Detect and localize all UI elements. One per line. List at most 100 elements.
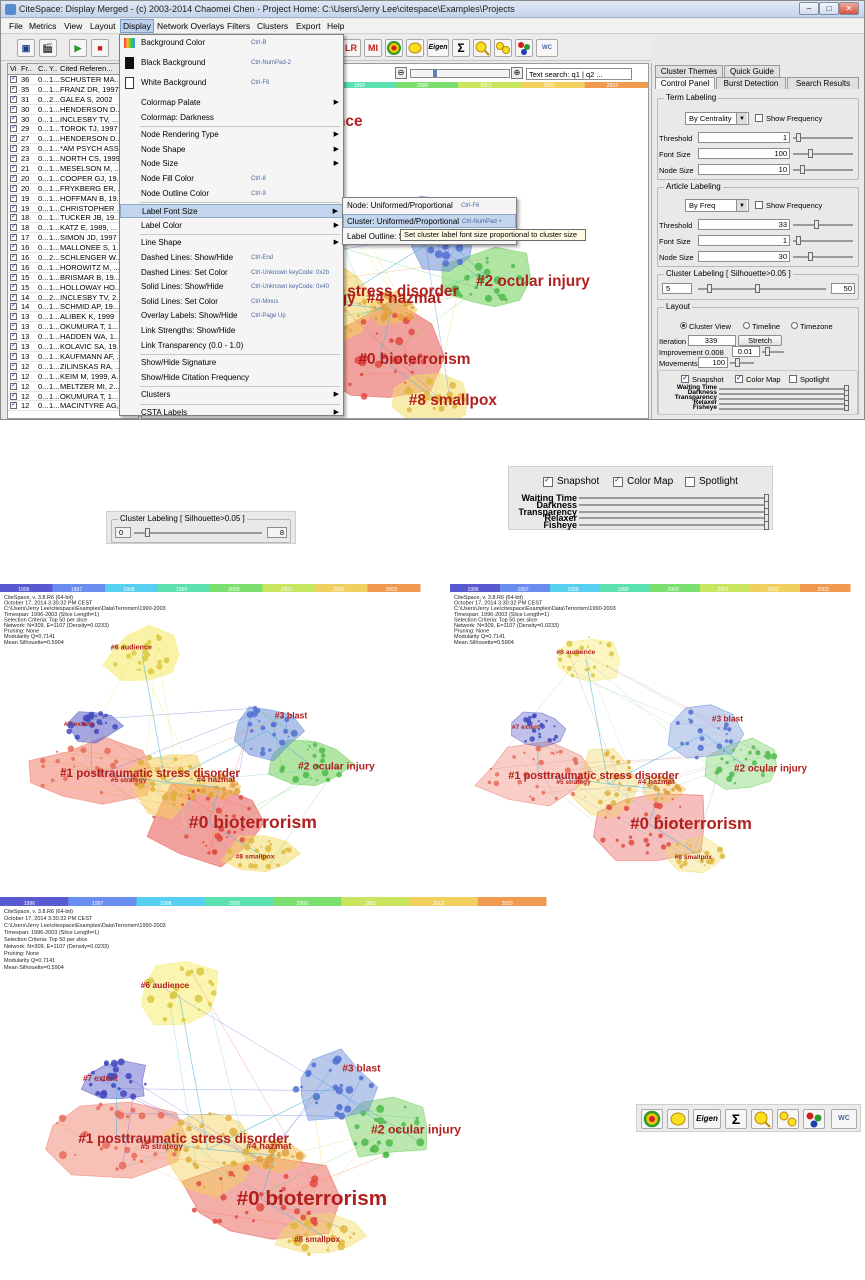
- table-row[interactable]: 15 0...1...HOLLOWAY HO...: [8, 282, 138, 293]
- display-menu-item[interactable]: Colormap Palate ▶: [120, 96, 343, 110]
- improvement-field[interactable]: 0.01: [732, 346, 760, 357]
- table-row[interactable]: 13 0...1...KOLAVIC SA, 19...: [8, 341, 138, 352]
- row-visible-checkbox[interactable]: [10, 222, 17, 232]
- row-visible-checkbox[interactable]: [10, 321, 17, 331]
- zoom-in-icon[interactable]: ⊕: [511, 67, 523, 79]
- term-font-size-slider[interactable]: [793, 149, 853, 158]
- row-visible-checkbox[interactable]: [10, 203, 17, 212]
- radio-timezone[interactable]: [791, 322, 798, 329]
- row-visible-checkbox[interactable]: [10, 331, 17, 341]
- movements-field[interactable]: 100: [698, 357, 728, 368]
- display-menu-item[interactable]: Line Shape ▶: [120, 236, 343, 250]
- table-row[interactable]: 12 0...1...MACINTYRE AG, 2000: [8, 400, 138, 412]
- table-row[interactable]: 20 0...1...COOPER GJ, 19...: [8, 173, 138, 184]
- display-menu-item[interactable]: Dashed Lines: Set Color Ctrl-Unknown keyC…: [120, 266, 343, 280]
- search-blob-icon[interactable]: [473, 39, 491, 57]
- zoom-snapshot-checkbox[interactable]: [543, 475, 553, 487]
- table-row[interactable]: 20 0...1...FRYKBERG ER, ...: [8, 183, 138, 194]
- cluster-labeling-slider[interactable]: [698, 284, 826, 293]
- row-visible-checkbox[interactable]: [10, 153, 17, 163]
- radio-timeline[interactable]: [743, 322, 750, 329]
- cluster-labeling-min[interactable]: 5: [662, 283, 692, 294]
- row-visible-checkbox[interactable]: [10, 232, 17, 242]
- snapshot-checkbox[interactable]: [681, 373, 689, 383]
- mi-button[interactable]: MI: [364, 39, 382, 57]
- menu-metrics[interactable]: Metrics: [29, 21, 57, 31]
- row-visible-checkbox[interactable]: [10, 173, 17, 182]
- article-node-size-field[interactable]: 30: [698, 251, 790, 262]
- movie-icon[interactable]: 🎬: [39, 39, 57, 57]
- table-row[interactable]: 14 0...1...SCHMID AP, 19...: [8, 301, 138, 313]
- zoom-blob-icon[interactable]: [667, 1109, 689, 1129]
- minimize-button[interactable]: –: [799, 2, 819, 15]
- zoom-color-dots-icon[interactable]: [803, 1109, 825, 1129]
- improvement-slider[interactable]: [762, 347, 784, 356]
- menu-display[interactable]: Display: [120, 19, 154, 33]
- row-visible-checkbox[interactable]: [10, 163, 17, 173]
- stretch-button[interactable]: Stretch: [738, 335, 782, 346]
- maximize-button[interactable]: □: [819, 2, 839, 15]
- display-menu-item[interactable]: Clusters ▶: [120, 388, 343, 402]
- submenu-node-proportional[interactable]: Node: Uniformed/Proportional Ctrl-F6: [343, 199, 516, 213]
- zoom-cluster-min[interactable]: 0: [115, 527, 131, 538]
- display-menu-item[interactable]: Label Font Size ▶: [120, 204, 343, 219]
- zoom-spotlight-checkbox[interactable]: [685, 477, 695, 487]
- zoom-chain-icon[interactable]: [777, 1109, 799, 1129]
- menu-view[interactable]: View: [64, 21, 83, 31]
- display-menu-item[interactable]: Node Rendering Type ▶: [120, 128, 343, 142]
- row-visible-checkbox[interactable]: [10, 133, 17, 143]
- row-visible-checkbox[interactable]: [10, 94, 17, 103]
- article-labeling-mode-select[interactable]: By Freq: [685, 199, 749, 212]
- chain-icon[interactable]: [494, 39, 512, 57]
- table-row[interactable]: 23 0...1...NORTH CS, 1999: [8, 153, 138, 165]
- iteration-field[interactable]: 339: [688, 335, 736, 346]
- row-visible-checkbox[interactable]: [10, 311, 17, 321]
- menu-clusters[interactable]: Clusters: [257, 21, 289, 31]
- row-visible-checkbox[interactable]: [10, 212, 17, 222]
- text-search-input[interactable]: Text search: q1 | q2 ...: [526, 68, 632, 80]
- zoom-cluster-max[interactable]: 8: [267, 527, 287, 538]
- submenu-cluster-proportional[interactable]: Cluster: Uniformed/Proportional Ctrl-NumP…: [343, 214, 516, 228]
- display-menu-item[interactable]: Solid Lines: Set Color Ctrl-Minus: [120, 295, 343, 309]
- menu-filters[interactable]: Filters: [227, 21, 251, 31]
- table-row[interactable]: 12 0...1...ZILINSKAS RA, ...: [8, 361, 138, 372]
- table-row[interactable]: 12 0...1...KEIM M, 1999, A...: [8, 371, 138, 382]
- animation-slider[interactable]: [579, 500, 769, 510]
- row-visible-checkbox[interactable]: [10, 272, 17, 281]
- close-button[interactable]: ✕: [839, 2, 859, 15]
- menu-file[interactable]: File: [9, 21, 23, 31]
- display-menu-item[interactable]: Overlay Labels: Show/Hide Ctrl-Page Up: [120, 309, 343, 323]
- article-threshold-slider[interactable]: [793, 220, 853, 229]
- save-icon[interactable]: ▣: [17, 39, 35, 57]
- menu-network-overlays[interactable]: Network Overlays: [157, 21, 225, 31]
- display-menu-item[interactable]: CSTA Labels ▶: [120, 406, 343, 419]
- display-menu-item[interactable]: Background Color Ctrl-B: [120, 36, 343, 50]
- play-icon[interactable]: ▶: [69, 39, 87, 57]
- article-font-size-field[interactable]: 1: [698, 235, 790, 246]
- term-node-size-slider[interactable]: [793, 165, 853, 174]
- row-visible-checkbox[interactable]: [10, 391, 17, 400]
- row-visible-checkbox[interactable]: [10, 371, 17, 380]
- table-row[interactable]: 18 0...1...TUCKER JB, 19...: [8, 212, 138, 224]
- row-visible-checkbox[interactable]: [10, 292, 17, 301]
- row-visible-checkbox[interactable]: [10, 262, 17, 271]
- table-row[interactable]: 30 0...1...HENDERSON D...: [8, 104, 138, 115]
- row-visible-checkbox[interactable]: [10, 143, 17, 153]
- tab-search-results[interactable]: Search Results: [787, 77, 859, 89]
- row-visible-checkbox[interactable]: [10, 114, 17, 123]
- table-row[interactable]: 16 0...1...MALLONEE S, 1...: [8, 242, 138, 254]
- display-menu-item[interactable]: White Background Ctrl-F8: [120, 76, 343, 90]
- tab-burst-detection[interactable]: Burst Detection: [716, 77, 786, 89]
- animation-slider[interactable]: [579, 521, 769, 530]
- article-node-size-slider[interactable]: [793, 252, 853, 261]
- term-threshold-slider[interactable]: [793, 133, 853, 142]
- table-row[interactable]: 36 0...1...SCHUSTER MA...: [8, 74, 138, 85]
- submenu-label-outline[interactable]: Label Outline: S: [343, 230, 516, 244]
- term-node-size-field[interactable]: 10: [698, 164, 790, 175]
- table-row[interactable]: 13 0...1...ALIBEK K, 1999: [8, 311, 138, 323]
- animation-slider[interactable]: [719, 389, 849, 397]
- wc-button[interactable]: WC: [536, 39, 558, 57]
- table-row[interactable]: 15 0...1...BRISMAR B, 19...: [8, 272, 138, 283]
- tab-cluster-themes[interactable]: Cluster Themes: [655, 65, 723, 77]
- table-row[interactable]: 12 0...1...MELTZER MI, 2...: [8, 381, 138, 392]
